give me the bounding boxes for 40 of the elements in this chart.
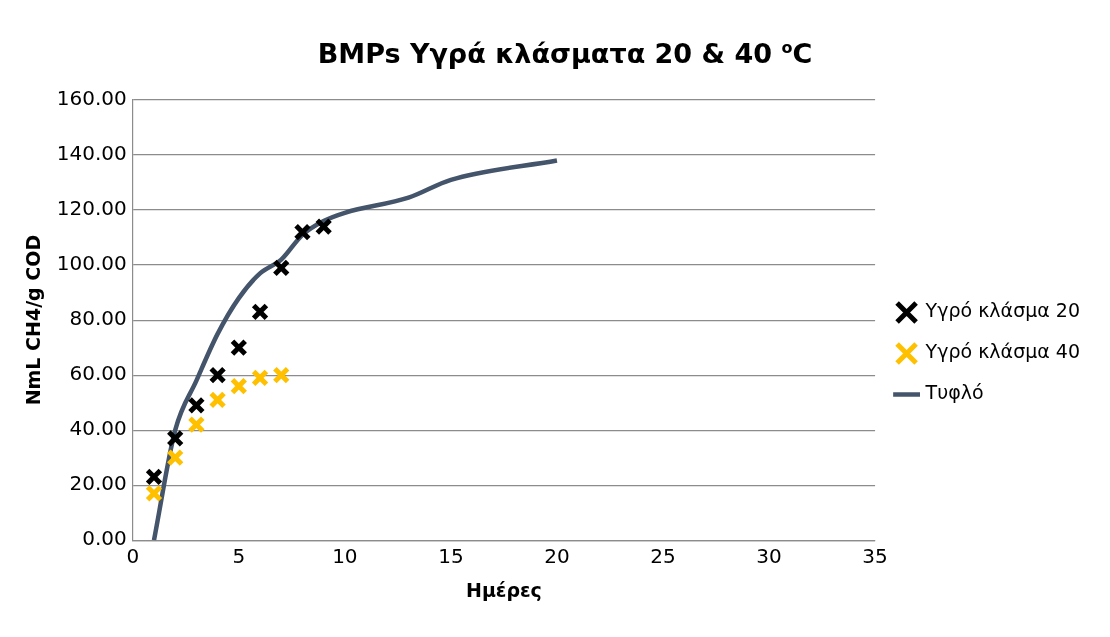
y-tick-label: 0.00: [82, 526, 127, 551]
line-series: [151, 158, 560, 541]
x-tick-label: 20: [544, 544, 570, 569]
point: [208, 391, 227, 409]
point: [251, 369, 269, 387]
point: [187, 396, 206, 415]
x-axis-title: Ημέρες: [465, 578, 542, 601]
legend-label: Υγρό κλάσμα 20: [924, 299, 1081, 322]
x-tick-label: 15: [438, 544, 464, 569]
point: [145, 484, 163, 503]
y-axis-title: NmL CH4/g COD: [22, 234, 45, 406]
point: [166, 429, 185, 448]
point: [187, 415, 206, 434]
point: [293, 223, 312, 241]
point: [272, 366, 291, 384]
x-tick-label: 0: [126, 544, 140, 569]
x-tick-label: 25: [650, 544, 676, 569]
y-tick-label: 80.00: [69, 306, 127, 331]
x-tick-label: 35: [862, 544, 888, 569]
point: [166, 448, 185, 467]
x-tick-label: 30: [756, 544, 782, 569]
y-tick-label: 100.00: [56, 251, 127, 276]
legend-label: Υγρό κλάσμα 40: [924, 340, 1081, 363]
point: [208, 366, 227, 384]
y-tick-label: 40.00: [69, 416, 127, 441]
legend-label: Τυφλό: [924, 381, 984, 404]
point: [272, 258, 291, 277]
point: [145, 468, 163, 486]
y-tick-label: 140.00: [56, 141, 127, 166]
point: [229, 338, 248, 357]
chart-title: BMPs Υγρά κλάσματα 20 & 40 $^{o}$C: [316, 38, 814, 69]
y-tick-label: 160.00: [56, 86, 127, 111]
y-tick-label: 120.00: [56, 196, 127, 221]
point: [229, 377, 248, 395]
point: [314, 217, 333, 236]
y-tick-label: 20.00: [69, 471, 127, 496]
x-tick-label: 10: [332, 544, 358, 569]
y-tick-label: 60.00: [69, 361, 127, 386]
point: [251, 302, 269, 321]
x-tick-label: 5: [232, 544, 246, 569]
